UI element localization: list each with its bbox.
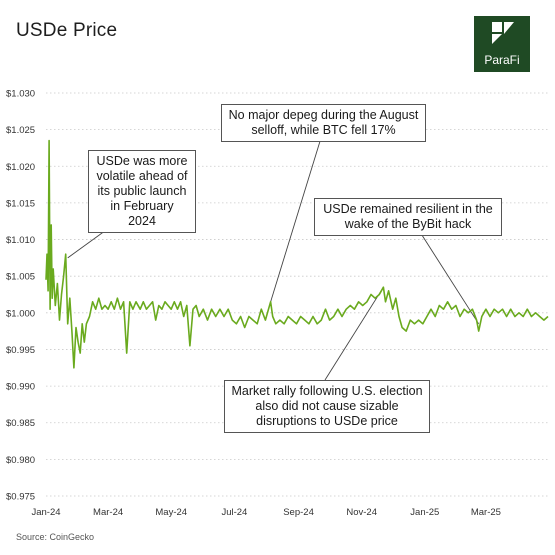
y-tick-label: $0.995: [6, 345, 35, 356]
x-tick-label: Nov-24: [346, 507, 377, 518]
x-tick-label: Mar-24: [93, 507, 123, 518]
annotation-election-rally: Market rally following U.S. election als…: [224, 380, 430, 433]
source-note: Source: CoinGecko: [16, 532, 95, 542]
x-tick-label: May-24: [155, 507, 187, 518]
series-layer: [45, 139, 549, 369]
logo-text: ParaFi: [484, 53, 520, 67]
chart-title: USDe Price: [16, 20, 118, 41]
parafi-logo: ParaFi: [474, 16, 530, 72]
parafi-mark-icon: [492, 22, 514, 44]
y-tick-label: $0.975: [6, 492, 35, 503]
annotation-leader-line: [270, 137, 322, 302]
x-tick-label: Sep-24: [283, 507, 314, 518]
y-tick-label: $0.990: [6, 382, 35, 393]
annotation-bybit-hack: USDe remained resilient in the wake of t…: [314, 198, 502, 236]
y-tick-label: $1.030: [6, 89, 35, 100]
x-tick-label: Jul-24: [221, 507, 247, 518]
y-tick-label: $1.000: [6, 308, 35, 319]
y-tick-label: $1.025: [6, 125, 35, 136]
annotation-leaders: [67, 137, 480, 381]
annotation-leader-line: [324, 286, 384, 381]
y-tick-label: $1.010: [6, 235, 35, 246]
annotation-volatile-prelaunch: USDe was more volatile ahead of its publ…: [88, 150, 196, 233]
usde-price-line: [45, 139, 549, 369]
y-axis-ticks: $0.975 $0.980 $0.985 $0.990 $0.995 $1.000 $1.0…: [6, 89, 35, 503]
x-tick-label: Mar-25: [471, 507, 501, 518]
y-tick-label: $0.985: [6, 418, 35, 429]
x-tick-label: Jan-25: [410, 507, 439, 518]
x-tick-label: Jan-24: [31, 507, 60, 518]
y-tick-label: $1.020: [6, 162, 35, 173]
y-tick-label: $1.005: [6, 272, 35, 283]
annotation-leader-line: [419, 231, 480, 325]
annotation-august-selloff: No major depeg during the August selloff…: [221, 104, 426, 142]
y-tick-label: $0.980: [6, 455, 35, 466]
x-axis-ticks: Jan-24 Mar-24 May-24 Jul-24 Sep-24 Nov-24 Jan-…: [31, 507, 500, 518]
y-tick-label: $1.015: [6, 198, 35, 209]
